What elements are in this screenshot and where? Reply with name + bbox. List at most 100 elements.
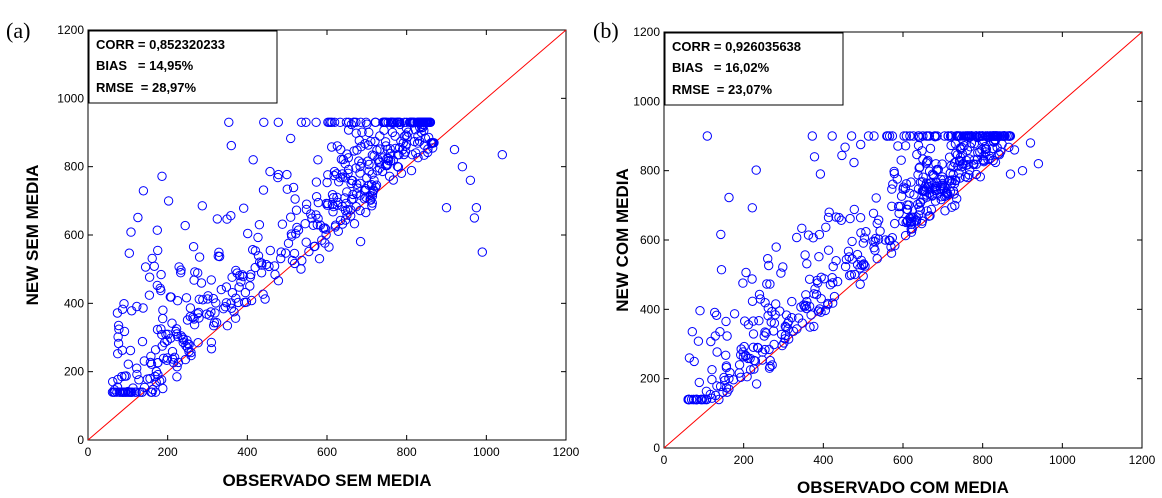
data-point (211, 317, 222, 328)
data-point (441, 203, 452, 213)
data-point (763, 303, 773, 313)
data-point (300, 219, 310, 229)
data-point (743, 320, 754, 330)
data-point (920, 185, 930, 195)
data-point (882, 131, 893, 141)
data-point (778, 262, 788, 272)
data-point (123, 359, 134, 369)
data-point (202, 294, 213, 304)
data-point (311, 117, 321, 128)
data-point (152, 225, 163, 235)
data-point (869, 243, 879, 253)
data-point (256, 268, 267, 278)
data-point (990, 131, 1000, 141)
data-point (243, 228, 253, 239)
data-point (401, 139, 412, 149)
data-point (193, 338, 203, 348)
data-point (801, 303, 812, 314)
data-point (888, 179, 898, 189)
data-point (711, 310, 722, 320)
data-point (901, 179, 911, 189)
data-point (751, 165, 761, 175)
data-point (831, 256, 841, 266)
data-point (289, 258, 300, 269)
data-point (296, 117, 307, 128)
data-point (738, 352, 749, 362)
y-tick-label: 600 (640, 233, 660, 247)
data-point (806, 310, 816, 320)
data-point (163, 329, 173, 339)
data-point (189, 320, 200, 330)
data-point (273, 169, 284, 180)
data-point (947, 202, 957, 212)
data-point (695, 306, 705, 316)
data-point (349, 117, 359, 128)
data-point (311, 177, 322, 187)
data-point (421, 117, 431, 128)
data-point (361, 207, 371, 218)
data-point (115, 387, 126, 397)
data-point (194, 307, 204, 318)
data-point (261, 259, 271, 270)
data-point (736, 372, 746, 382)
data-point (226, 140, 237, 151)
data-point (764, 260, 774, 271)
x-tick-label: 800 (973, 453, 993, 467)
data-point (911, 215, 921, 225)
data-point (314, 254, 325, 264)
x-tick-label: 400 (237, 445, 257, 459)
data-point (156, 269, 166, 280)
x-tick-label: 1000 (1049, 453, 1076, 467)
data-point (312, 220, 322, 230)
data-point (912, 149, 922, 160)
data-point (801, 290, 811, 300)
data-point (289, 248, 300, 259)
x-tick-label: 0 (85, 445, 92, 459)
data-point (880, 235, 890, 245)
data-point (886, 248, 897, 258)
data-point (250, 262, 260, 273)
data-point (834, 212, 844, 223)
data-point (214, 247, 224, 258)
data-point (809, 152, 820, 162)
data-point (163, 196, 174, 206)
data-point (369, 175, 379, 186)
y-tick-label: 400 (64, 296, 84, 310)
data-point (301, 117, 311, 128)
y-tick-label: 800 (64, 160, 84, 174)
data-point (771, 299, 781, 309)
data-point (168, 354, 178, 364)
data-point (1009, 145, 1020, 155)
scatter-panel-a: (a) 0 200 400 600 800 1000 1200 0 200 400 600 800 10… (6, 18, 580, 490)
data-point (920, 181, 930, 192)
data-point (871, 193, 881, 203)
data-point (760, 327, 770, 337)
data-point (906, 214, 916, 224)
data-point (224, 117, 234, 128)
data-point (328, 207, 338, 217)
data-point (828, 298, 838, 308)
data-point (809, 321, 819, 332)
data-point (381, 160, 391, 171)
data-point (754, 316, 764, 326)
axis-ticks-a: 0 200 400 600 800 1000 1200 0 200 400 600 800 1000 12… (57, 23, 579, 459)
data-point (918, 172, 928, 182)
data-point (329, 166, 340, 177)
data-point (684, 353, 695, 363)
data-point (707, 374, 717, 385)
data-point (260, 294, 270, 304)
data-point (743, 353, 753, 364)
data-point (981, 147, 991, 157)
data-point (265, 245, 275, 256)
data-point (997, 131, 1007, 141)
data-point (419, 150, 429, 160)
data-point (905, 131, 915, 141)
data-point (259, 117, 269, 128)
data-point (923, 155, 933, 166)
data-point (222, 214, 232, 224)
data-point (413, 153, 423, 163)
data-point (931, 159, 941, 169)
data-point (947, 178, 957, 188)
data-point (144, 272, 155, 282)
data-point (449, 144, 460, 155)
